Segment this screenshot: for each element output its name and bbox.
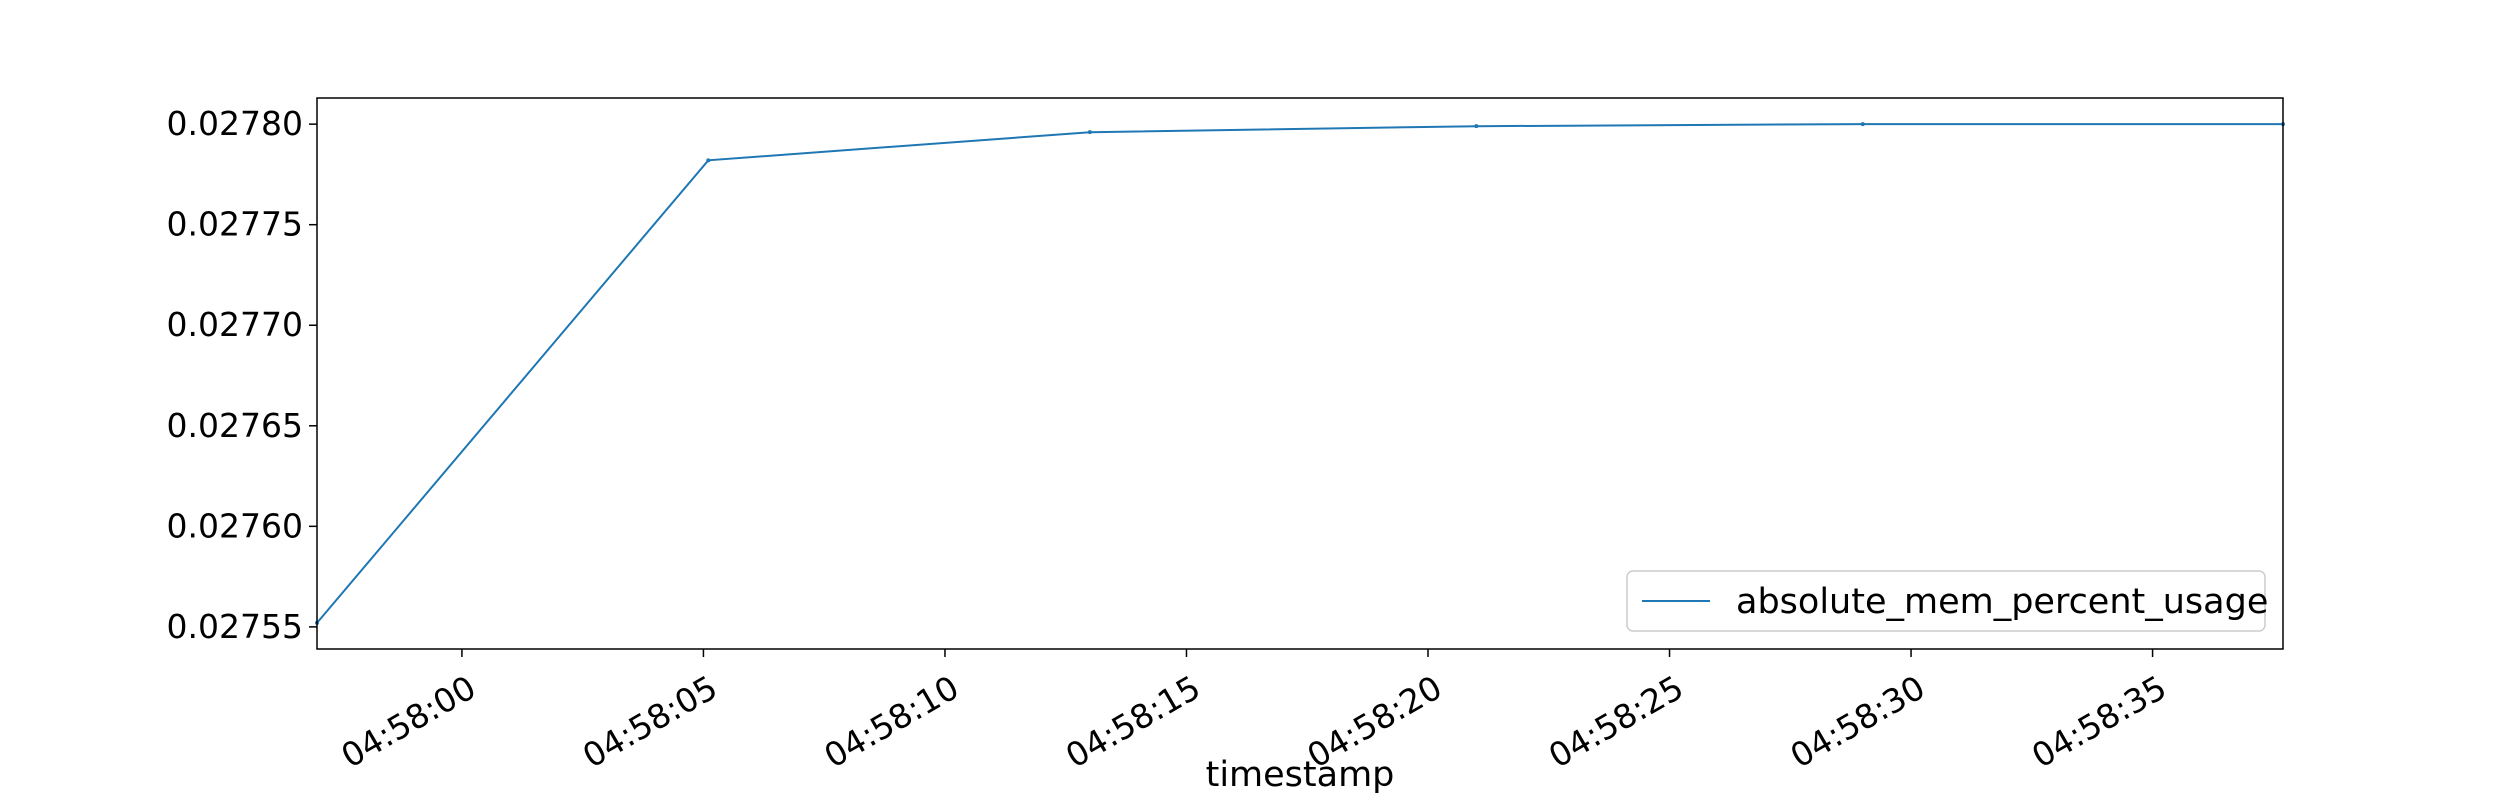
y-tick-label: 0.02770 [167, 305, 303, 344]
legend: absolute_mem_percent_usage [1626, 570, 2268, 632]
y-tick-label: 0.02780 [167, 104, 303, 143]
series-line-absolute-mem-percent-usage [316, 123, 2283, 624]
x-axis-title: timestamp [1206, 755, 1395, 795]
x-tick-label: 04:58:30 [1784, 668, 1932, 776]
legend-label: absolute_mem_percent_usage [1736, 582, 2268, 622]
y-tick-label: 0.02760 [167, 506, 303, 545]
x-tick-label: 04:58:00 [334, 668, 482, 776]
x-tick-label: 04:58:15 [1059, 668, 1207, 776]
x-tick-label: 04:58:05 [576, 668, 724, 776]
plot-area [317, 98, 2283, 649]
plot-frame [316, 97, 2284, 650]
data-point [706, 158, 711, 163]
legend-box [1626, 570, 2266, 632]
data-point [1860, 122, 1865, 127]
x-tick-label: 04:58:35 [2025, 668, 2173, 776]
y-tick-label: 0.02775 [167, 205, 303, 244]
x-tick-label: 04:58:10 [817, 668, 965, 776]
x-tick-label: 04:58:25 [1542, 668, 1690, 776]
y-tick-label: 0.02755 [167, 607, 303, 646]
y-tick-label: 0.02765 [167, 406, 303, 445]
data-point [1087, 130, 1092, 135]
data-point [1474, 124, 1479, 129]
y-axis-ticks: 0.02755 0.02760 0.02765 0.02770 0.02775 0.027… [167, 104, 317, 646]
